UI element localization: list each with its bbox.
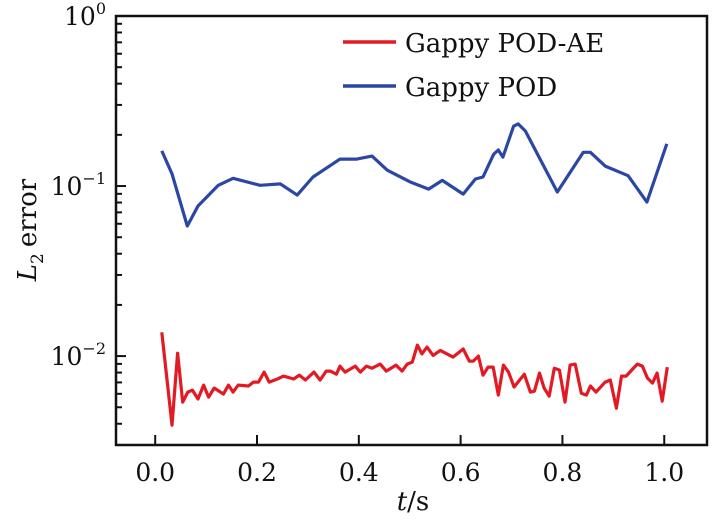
x-tick-label: 0.6 [441,458,481,487]
y-axis-label: L2error [13,178,48,282]
x-tick-label: 0.0 [135,458,175,487]
axis-ticks [116,15,666,446]
y-tick-label: 10−2 [51,339,106,371]
y-tick-exponent: −2 [82,339,106,358]
y-tick-base: 10 [51,172,83,201]
x-axis-label: t/s [397,487,430,517]
x-tick-label: 0.4 [339,458,379,487]
plot-frame [114,14,709,447]
x-tick-label: 1.0 [644,458,684,487]
legend-label-gappy-pod-ae: Gappy POD-AE [405,29,604,59]
y-tick-exponent: 0 [96,0,106,18]
y-tick-label: 10−1 [51,169,106,201]
series-line-gappy-pod [160,122,669,228]
y-tick-base: 10 [64,2,96,31]
y-tick-label: 100 [64,0,106,31]
legend: Gappy POD-AE Gappy POD [343,29,604,103]
x-tick-label: 0.8 [543,458,583,487]
x-tick-labels: 0.0 0.2 0.4 0.6 0.8 1.0 [135,458,684,487]
series-line-gappy-pod-ae [160,332,669,427]
y-tick-exponent: −1 [82,169,106,188]
legend-label-gappy-pod: Gappy POD [405,73,557,103]
series-lines [160,122,669,427]
x-tick-label: 0.2 [237,458,277,487]
y-tick-base: 10 [51,342,83,371]
